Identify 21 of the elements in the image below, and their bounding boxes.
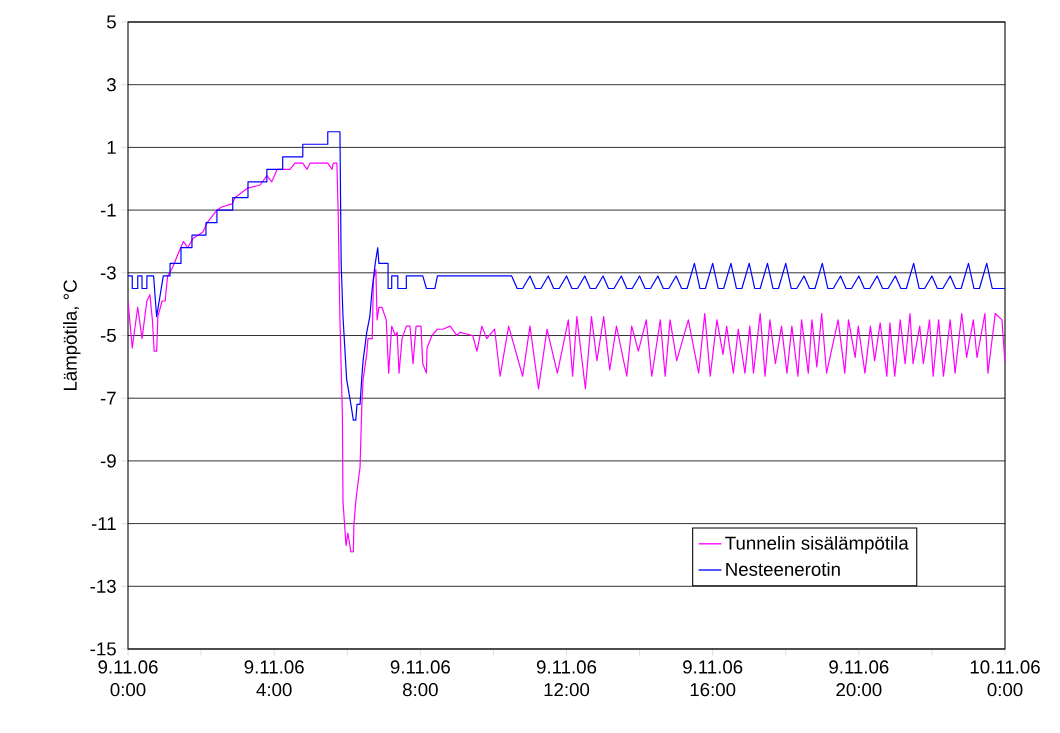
y-tick-label: -9	[100, 454, 116, 468]
x-tick-label: 9.11.06 4:00	[244, 660, 304, 697]
y-axis-title: Lämpötila, °C	[63, 280, 81, 391]
legend-label: Nesteenerotin	[726, 562, 840, 576]
x-tick-label: 9.11.06 8:00	[390, 660, 450, 697]
y-tick-label: -15	[90, 642, 116, 656]
x-tick-label: 9.11.06 16:00	[683, 660, 743, 697]
y-tick-label: -7	[100, 391, 116, 405]
y-tick-label: -3	[100, 266, 116, 280]
x-tick-label: 9.11.06 20:00	[829, 660, 889, 697]
y-tick-label: -11	[91, 517, 116, 531]
legend-label: Tunnelin sisälämpötila	[725, 536, 909, 554]
x-tick-label: 9.11.06 12:00	[536, 660, 597, 697]
y-tick-label: 3	[106, 78, 116, 92]
x-tick-label: 9.11.06 0:00	[98, 660, 158, 697]
x-tick-label: 10.11.06 0:00	[970, 660, 1040, 697]
y-tick-label: 1	[107, 140, 116, 154]
y-tick-label: -1	[100, 203, 116, 217]
y-tick-label: 5	[107, 15, 116, 29]
y-tick-label: -13	[90, 579, 116, 593]
y-tick-label: -5	[100, 328, 116, 343]
